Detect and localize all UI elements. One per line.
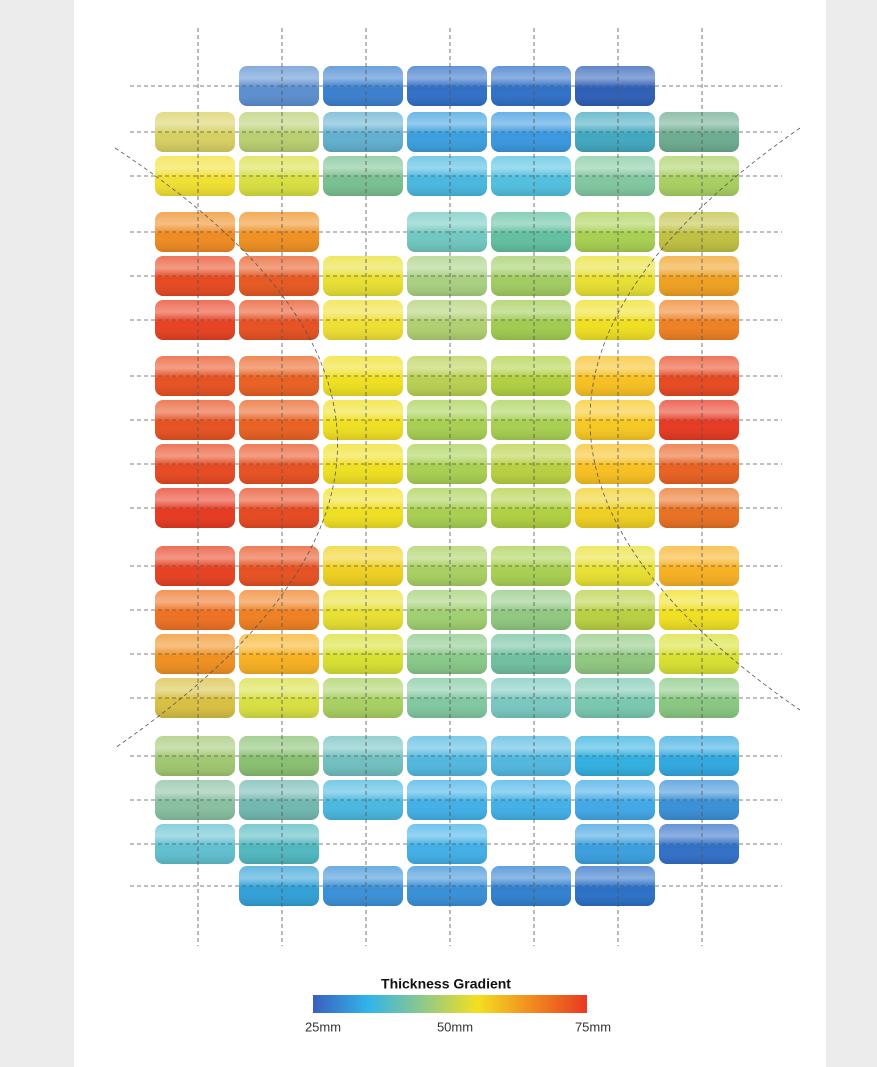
guides (114, 28, 801, 946)
legend-label: 50mm (437, 1019, 473, 1034)
guide-arc (589, 127, 801, 711)
guide-arc (114, 147, 338, 749)
legend-label: 25mm (305, 1019, 341, 1034)
legend-label: 75mm (575, 1019, 611, 1034)
legend-title: Thickness Gradient (381, 976, 511, 992)
legend-bar (313, 995, 587, 1013)
